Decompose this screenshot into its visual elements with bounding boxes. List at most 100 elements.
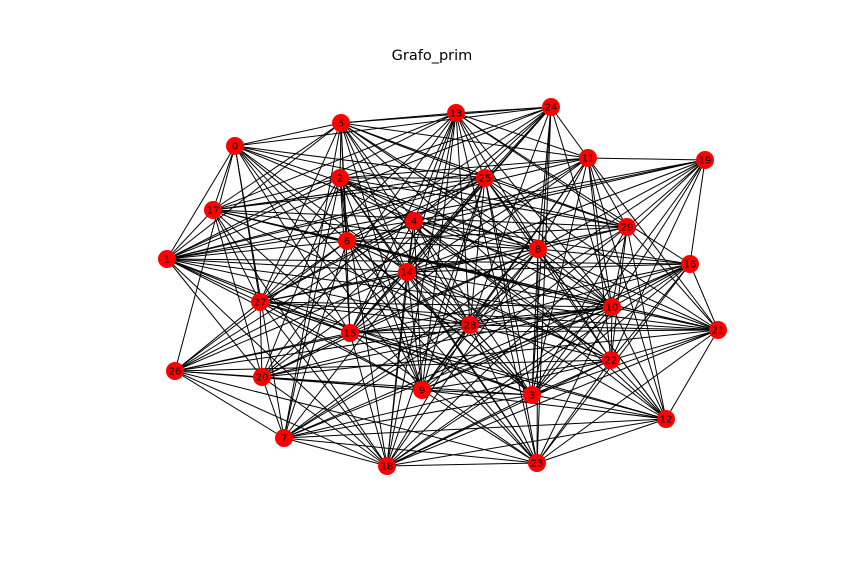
- edge-20-26: [174, 370, 263, 378]
- edge-13-18: [386, 112, 457, 467]
- node-circle: [709, 321, 727, 339]
- node-28: 28: [461, 316, 479, 334]
- edge-11-12: [587, 157, 667, 420]
- edge-23-24: [536, 106, 552, 464]
- node-14: 14: [398, 263, 416, 281]
- edge-10-15: [349, 306, 613, 334]
- edge-2-24: [339, 106, 552, 179]
- node-circle: [332, 114, 350, 132]
- edge-2-8: [339, 177, 539, 250]
- edge-9-28: [421, 324, 471, 391]
- edge-16-21: [689, 263, 719, 331]
- edge-13-14: [406, 112, 457, 273]
- node-20: 20: [253, 368, 271, 386]
- node-layer: 0123456789101112131415161718192021222324…: [158, 98, 727, 475]
- node-label: 5: [338, 119, 344, 130]
- node-10: 10: [603, 298, 621, 316]
- node-circle: [603, 298, 621, 316]
- node-25: 25: [476, 169, 494, 187]
- edge-21-29: [626, 226, 719, 331]
- node-24: 24: [542, 98, 560, 116]
- edge-25-27: [259, 177, 486, 303]
- edge-10-28: [469, 306, 613, 326]
- node-label: 3: [529, 391, 535, 402]
- edge-18-27: [259, 301, 388, 467]
- edge-7-19: [283, 159, 706, 439]
- node-label: 4: [411, 217, 417, 228]
- edge-15-20: [261, 332, 351, 378]
- node-22: 22: [602, 351, 620, 369]
- node-circle: [447, 104, 465, 122]
- edge-layer: [166, 106, 719, 467]
- edge-21-23: [536, 329, 719, 464]
- edge-0-14: [234, 145, 408, 273]
- edge-17-18: [212, 209, 388, 467]
- node-circle: [166, 362, 184, 380]
- edge-1-14: [166, 258, 408, 273]
- edge-7-20: [261, 376, 285, 439]
- edge-22-25: [484, 177, 612, 361]
- edge-4-13: [413, 112, 457, 222]
- edge-2-4: [339, 177, 415, 222]
- edge-6-8: [346, 240, 539, 250]
- edge-8-28: [469, 248, 539, 326]
- edge-13-25: [455, 112, 486, 179]
- node-label: 13: [450, 109, 463, 120]
- node-15: 15: [341, 324, 359, 342]
- edge-10-12: [611, 306, 667, 420]
- edge-14-23: [406, 271, 538, 464]
- edge-13-28: [455, 112, 471, 326]
- edge-2-27: [259, 177, 341, 303]
- node-circle: [158, 250, 176, 268]
- edge-8-16: [537, 248, 691, 265]
- node-11: 11: [579, 149, 597, 167]
- edge-22-28: [469, 324, 612, 361]
- edge-11-22: [587, 157, 612, 361]
- edge-2-17: [212, 177, 341, 211]
- edge-7-18: [283, 437, 388, 467]
- edge-7-10: [283, 306, 613, 439]
- edge-12-27: [259, 301, 667, 420]
- edge-3-16: [531, 263, 691, 396]
- node-circle: [398, 263, 416, 281]
- edge-10-23: [536, 306, 613, 464]
- edge-25-29: [484, 177, 628, 228]
- edge-26-27: [174, 301, 261, 372]
- node-circle: [226, 137, 244, 155]
- edge-7-22: [283, 359, 612, 439]
- node-label: 19: [699, 156, 712, 167]
- edge-19-29: [626, 159, 706, 228]
- edge-13-24: [455, 106, 552, 114]
- edge-10-26: [174, 306, 613, 372]
- edge-9-23: [421, 389, 538, 464]
- edge-19-22: [610, 159, 706, 361]
- node-circle: [542, 98, 560, 116]
- node-6: 6: [338, 232, 356, 250]
- edge-0-26: [174, 145, 236, 372]
- edge-14-22: [406, 271, 612, 361]
- edge-23-26: [174, 370, 538, 464]
- edge-0-24: [234, 106, 552, 147]
- edge-5-17: [212, 122, 342, 211]
- node-5: 5: [332, 114, 350, 132]
- node-label: 28: [464, 321, 477, 332]
- edge-8-17: [212, 209, 539, 250]
- edge-9-10: [421, 306, 613, 391]
- edge-15-25: [349, 177, 486, 334]
- edge-7-16: [283, 263, 691, 439]
- edge-4-27: [259, 220, 415, 303]
- edge-24-28: [469, 106, 552, 326]
- node-label: 6: [344, 237, 350, 248]
- edge-4-28: [413, 220, 471, 326]
- node-26: 26: [166, 362, 184, 380]
- node-7: 7: [275, 429, 293, 447]
- edge-3-21: [531, 329, 719, 396]
- node-circle: [579, 149, 597, 167]
- edge-18-26: [174, 370, 388, 467]
- edge-17-25: [212, 177, 486, 211]
- edge-11-17: [212, 157, 589, 211]
- edge-21-22: [610, 329, 719, 361]
- edge-12-29: [626, 226, 667, 420]
- edge-14-28: [406, 271, 471, 326]
- edge-10-29: [611, 226, 628, 308]
